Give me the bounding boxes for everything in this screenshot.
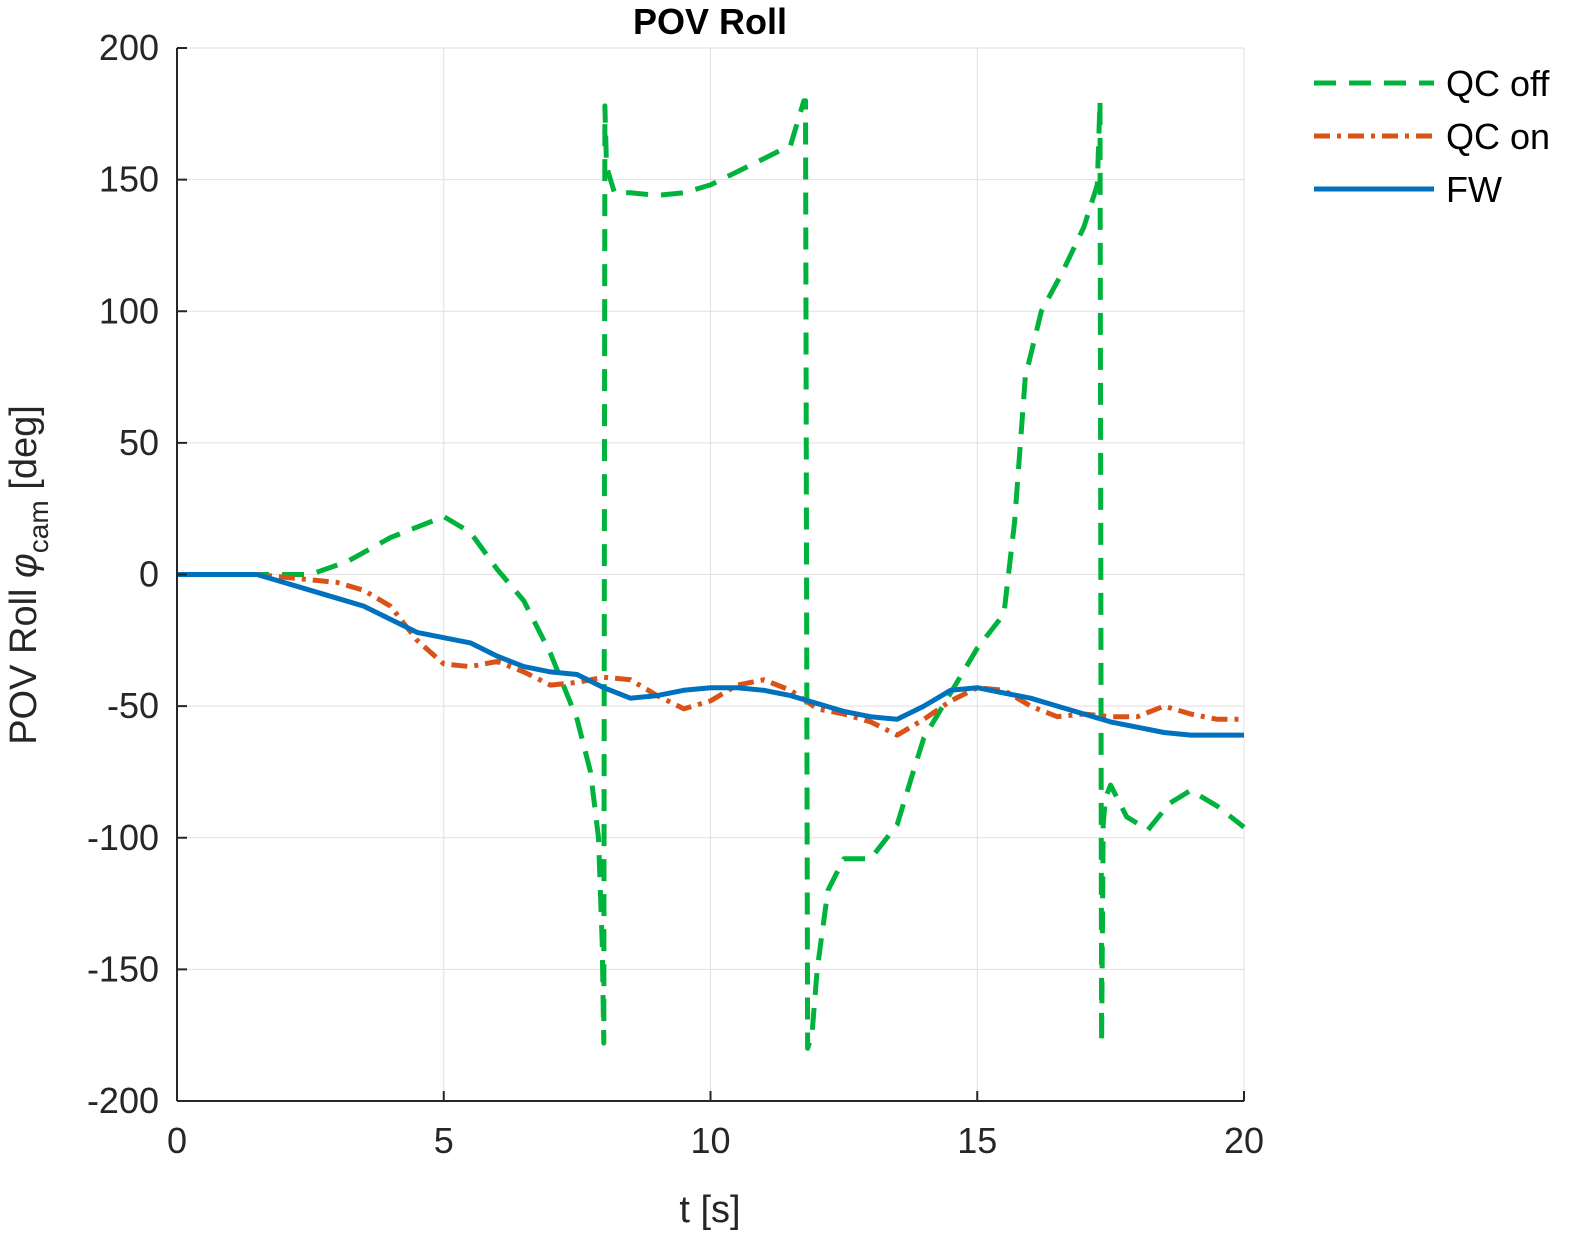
tick-labels: 0 5 10 15 20 -200 -150 -100 -50 0 50 100 150 200 [87, 27, 1264, 1161]
chart-title: POV Roll [633, 1, 787, 42]
y-axis-label-prefix: POV Roll [3, 578, 45, 745]
legend-label: QC on [1446, 116, 1550, 157]
y-axis-label: POV Roll φcam [deg] [3, 405, 54, 745]
y-tick-label: 100 [99, 290, 159, 331]
y-axis-label-suffix: [deg] [3, 405, 45, 500]
y-axis-label-subscript: cam [23, 500, 54, 553]
y-tick-label: 50 [119, 422, 159, 463]
legend-label: QC off [1446, 63, 1550, 104]
x-tick-label: 20 [1224, 1120, 1264, 1161]
x-tick-label: 15 [957, 1120, 997, 1161]
x-tick-label: 5 [434, 1120, 454, 1161]
y-tick-label: 200 [99, 27, 159, 68]
y-tick-label: -150 [87, 948, 159, 989]
x-tick-label: 10 [690, 1120, 730, 1161]
x-tick-label: 0 [167, 1120, 187, 1161]
series-line-fw [177, 572, 1244, 738]
legend: QC off QC on FW [1314, 63, 1550, 210]
legend-label: FW [1446, 169, 1502, 210]
plot-series [177, 98, 1246, 1051]
y-tick-label: -50 [107, 685, 159, 726]
grid [177, 47, 1245, 1101]
y-tick-label: 0 [139, 554, 159, 595]
x-axis-label: t [s] [679, 1189, 740, 1231]
y-tick-label: -200 [87, 1080, 159, 1121]
y-axis-label-symbol: φ [3, 553, 45, 578]
y-tick-label: 150 [99, 159, 159, 200]
series-line-qc-off [177, 98, 1246, 1051]
y-tick-label: -100 [87, 817, 159, 858]
axes [176, 47, 1245, 1102]
